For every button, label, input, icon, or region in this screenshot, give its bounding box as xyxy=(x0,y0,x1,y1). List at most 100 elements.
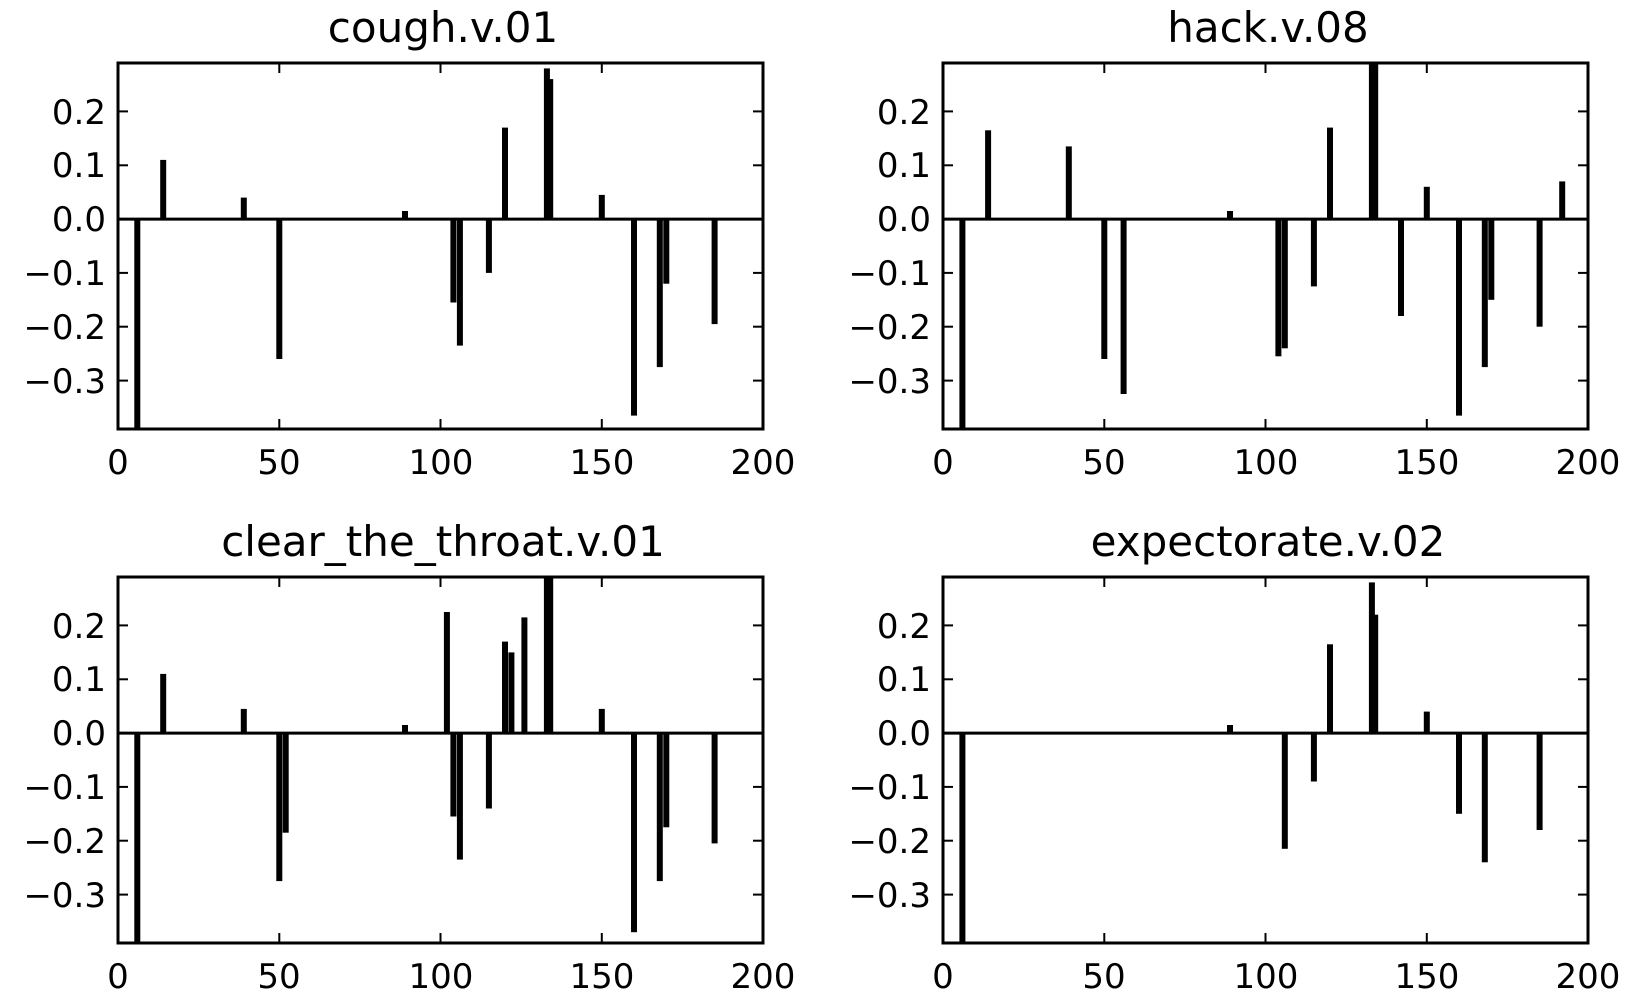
y-tick-label: 0.0 xyxy=(877,714,931,754)
y-tick-label: 0.1 xyxy=(52,660,106,700)
bar xyxy=(598,194,605,220)
bar xyxy=(547,79,554,219)
y-tick-label: 0.0 xyxy=(52,200,106,240)
bar xyxy=(1481,219,1488,368)
bar xyxy=(1275,219,1282,357)
bar xyxy=(1327,644,1333,734)
y-tick-label: 0.1 xyxy=(877,146,931,186)
x-tick-label: 0 xyxy=(107,443,129,483)
bar xyxy=(1423,186,1430,220)
bar xyxy=(1310,219,1317,287)
y-tick-label: −0.2 xyxy=(23,308,106,348)
y-tick-label: −0.1 xyxy=(848,254,931,294)
bar xyxy=(543,577,550,734)
bar xyxy=(663,733,670,828)
bar xyxy=(1481,733,1488,863)
x-tick-label: 100 xyxy=(409,443,474,483)
bar xyxy=(1281,733,1288,849)
bar xyxy=(1488,219,1495,300)
y-tick-label: 0.2 xyxy=(52,607,106,647)
x-tick-label: 150 xyxy=(1395,443,1460,483)
y-tick-label: 0.0 xyxy=(877,200,931,240)
x-tick-label: 50 xyxy=(257,443,300,483)
bar xyxy=(160,159,167,220)
bar xyxy=(1398,219,1404,316)
bar xyxy=(1372,63,1379,220)
bar xyxy=(959,733,966,943)
subplot-cough-v01: cough.v.01 0.2 0.1 0.0 −0.1 −0.2 −0.3 0 … xyxy=(23,3,795,483)
bar-group xyxy=(118,68,763,429)
y-tick-label: 0.2 xyxy=(877,607,931,647)
x-tick-label: 0 xyxy=(932,443,954,483)
y-tick-label: −0.1 xyxy=(23,254,106,294)
bar xyxy=(985,130,992,220)
y-tick-label: 0.1 xyxy=(52,146,106,186)
y-tick-label: 0.2 xyxy=(877,93,931,133)
bar xyxy=(1536,219,1543,327)
bar xyxy=(547,577,554,734)
bar xyxy=(450,219,457,303)
bar xyxy=(508,652,515,734)
bar xyxy=(631,733,637,933)
y-tick-label: 0.0 xyxy=(52,714,106,754)
bar xyxy=(663,219,670,284)
x-tick-label: 0 xyxy=(107,957,129,997)
bar xyxy=(656,733,663,882)
bar xyxy=(711,733,718,844)
y-tick-label: −0.3 xyxy=(848,362,931,402)
x-tick-label: 100 xyxy=(1234,957,1299,997)
y-tick-label: −0.2 xyxy=(23,822,106,862)
bar xyxy=(1456,733,1462,814)
bar xyxy=(450,733,457,817)
bar xyxy=(1559,181,1566,220)
x-tick-label: 200 xyxy=(731,443,796,483)
x-tick-label: 200 xyxy=(731,957,796,997)
y-tick-label: −0.3 xyxy=(23,362,106,402)
x-tick-label: 150 xyxy=(1395,957,1460,997)
bar xyxy=(240,708,247,734)
bar xyxy=(1227,725,1233,734)
subplot-hack-v08: hack.v.08 0.2 0.1 0.0 −0.1 −0.2 −0.3 0 5… xyxy=(848,3,1620,483)
bar xyxy=(521,617,528,734)
x-tick-label: 200 xyxy=(1556,443,1621,483)
bar xyxy=(134,219,141,429)
bar xyxy=(456,733,463,860)
bar xyxy=(134,733,141,943)
y-tick-label: −0.3 xyxy=(848,876,931,916)
bar xyxy=(502,127,508,220)
bar xyxy=(502,641,508,734)
bar xyxy=(485,219,492,273)
x-tick-label: 100 xyxy=(1234,443,1299,483)
tick-marks xyxy=(942,63,1589,429)
bar xyxy=(1120,219,1127,394)
y-tick-label: −0.2 xyxy=(848,822,931,862)
bar xyxy=(711,219,718,325)
bar xyxy=(443,612,450,734)
tick-marks xyxy=(117,577,764,943)
bar xyxy=(543,68,550,220)
bar xyxy=(1281,219,1288,349)
bar-group xyxy=(118,577,763,943)
subplot-expectorate-v02: expectorate.v.02 0.2 0.1 0.0 −0.1 −0.2 −… xyxy=(848,517,1620,997)
y-tick-label: 0.2 xyxy=(52,93,106,133)
x-tick-label: 50 xyxy=(257,957,300,997)
plot-title: expectorate.v.02 xyxy=(1091,517,1446,566)
bar xyxy=(276,733,283,882)
y-tick-label: −0.2 xyxy=(848,308,931,348)
bar xyxy=(1310,733,1317,782)
x-tick-label: 200 xyxy=(1556,957,1621,997)
x-tick-label: 50 xyxy=(1082,957,1125,997)
x-tick-label: 100 xyxy=(409,957,474,997)
bar xyxy=(282,733,289,833)
subplot-clear-the-throat-v01: clear_the_throat.v.01 0.2 0.1 0.0 −0.1 −… xyxy=(23,517,795,997)
bar xyxy=(631,219,637,416)
bar xyxy=(1368,582,1375,734)
bar xyxy=(1536,733,1543,830)
bar xyxy=(240,197,247,220)
bar xyxy=(1227,211,1233,220)
bar xyxy=(1456,219,1462,416)
tick-marks xyxy=(942,577,1589,943)
bar xyxy=(959,219,966,429)
tick-marks xyxy=(117,63,764,429)
